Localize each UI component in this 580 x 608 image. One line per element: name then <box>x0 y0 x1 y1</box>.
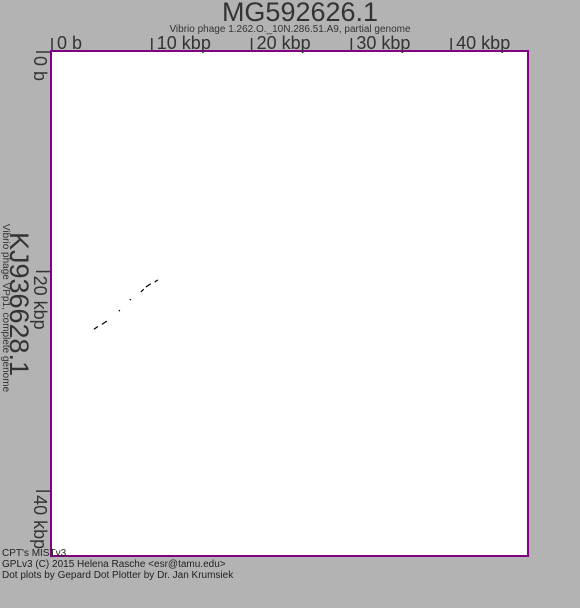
x-tick-label: 40 kbp <box>456 33 510 53</box>
footer-line-2: GPLv3 (C) 2015 Helena Rasche <esr@tamu.e… <box>2 559 226 570</box>
y-axis-subtitle: Vibrio phage VPp1, complete genome <box>0 224 11 393</box>
footer: CPT's MISTv3 GPLv3 (C) 2015 Helena Rasch… <box>2 548 233 581</box>
x-tick-label: 0 b <box>57 33 82 53</box>
x-axis-ticks: 0 b 10 kbp 20 kbp 30 kbp 40 kbp <box>51 33 510 53</box>
y-tick-label: 0 b <box>30 56 50 81</box>
alignment-segment <box>118 309 121 312</box>
chart-subtitle: Vibrio phage 1.262.O._10N.286.51.A9, par… <box>169 24 411 35</box>
x-tick-label: 10 kbp <box>157 33 211 53</box>
x-tick-label: 20 kbp <box>257 33 311 53</box>
alignment-segment <box>145 283 152 288</box>
chart-title: MG592626.1 <box>222 0 378 27</box>
y-tick-label: 20 kbp <box>30 276 50 330</box>
alignment-segment <box>154 279 159 283</box>
alignment-segment <box>140 288 145 293</box>
alignment-points <box>93 279 159 330</box>
footer-line-3: Dot plots by Gepard Dot Plotter by Dr. J… <box>2 570 234 581</box>
alignment-segment <box>101 320 108 325</box>
plot-area <box>50 50 529 557</box>
y-axis-title: KJ936628.1 <box>4 232 34 376</box>
footer-line-1: CPT's MISTv3 <box>2 548 67 559</box>
y-axis-ticks: 0 b 20 kbp 40 kbp <box>30 51 50 549</box>
alignment-segment <box>93 326 99 330</box>
y-tick-label: 40 kbp <box>30 495 50 549</box>
x-tick-label: 30 kbp <box>356 33 410 53</box>
alignment-segment <box>129 298 132 301</box>
